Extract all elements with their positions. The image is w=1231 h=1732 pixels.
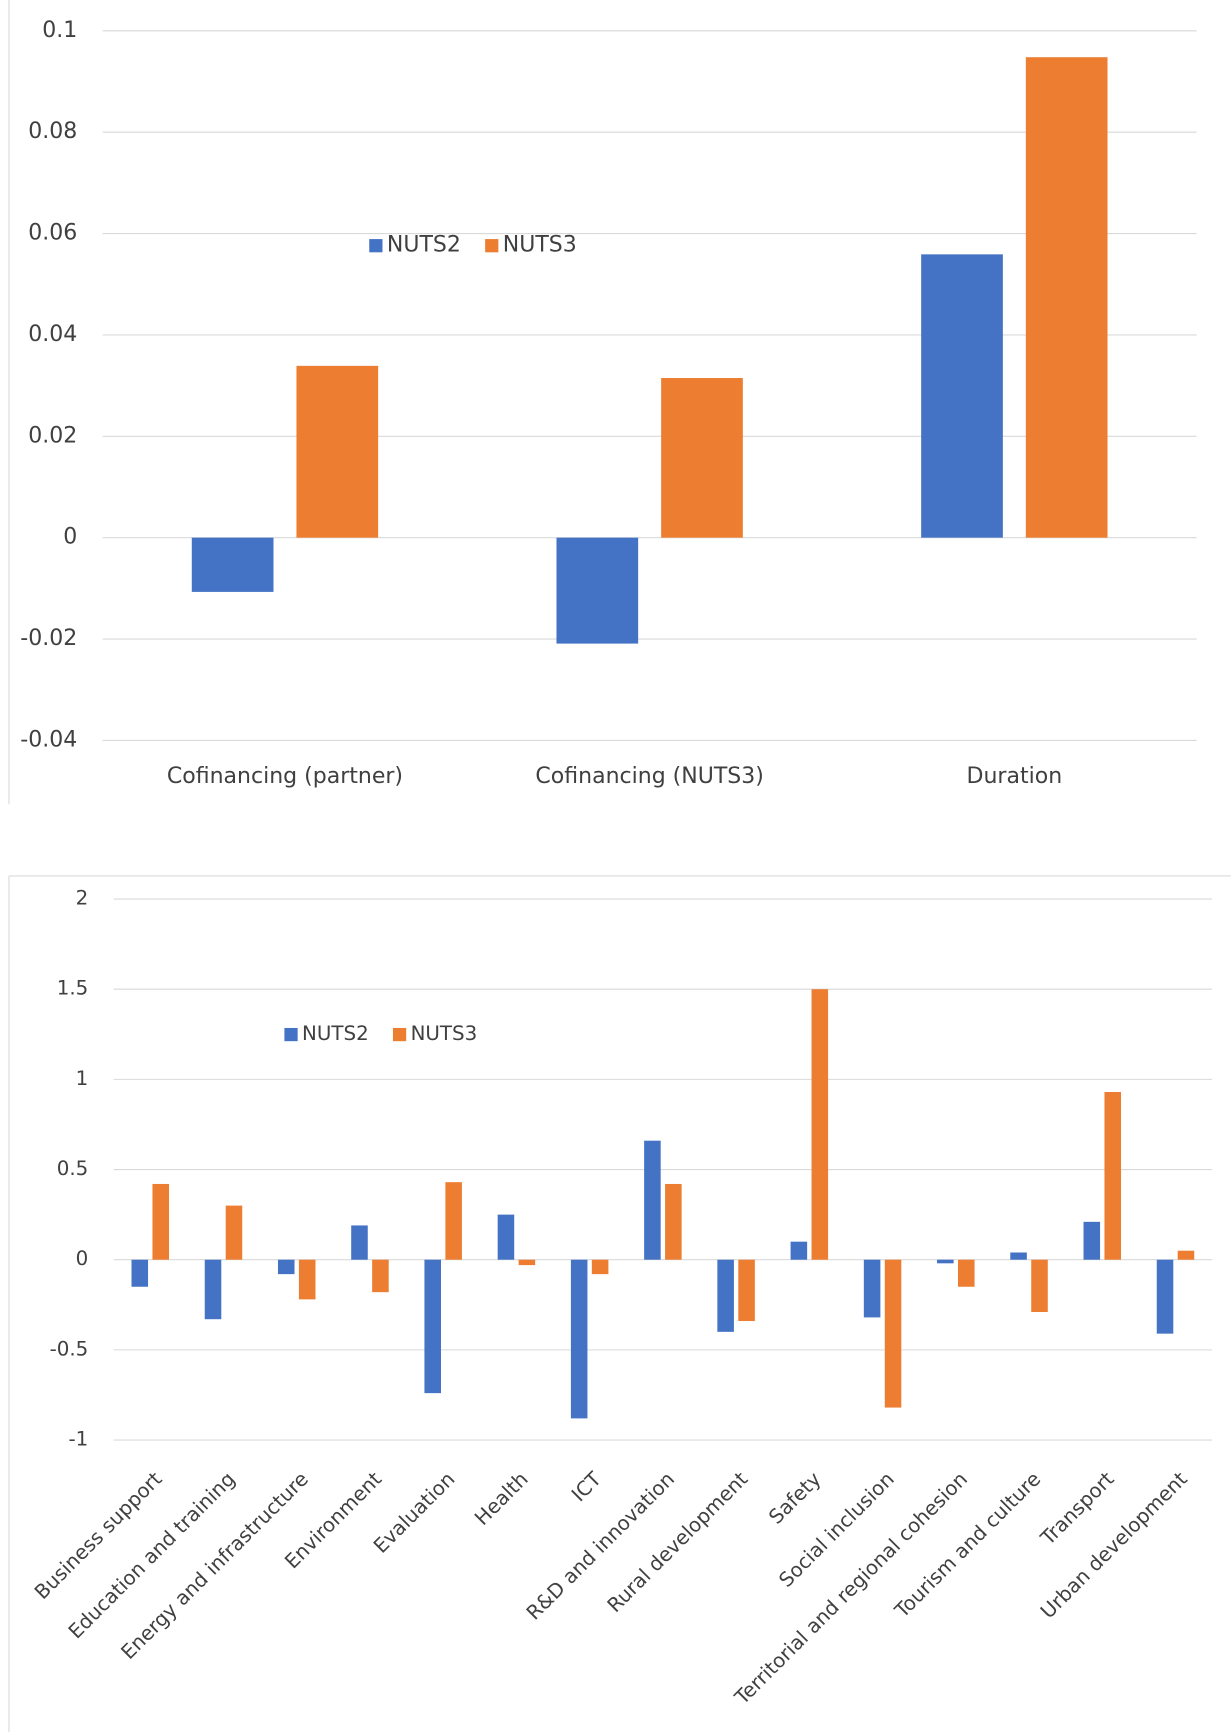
bar	[790, 1241, 808, 1260]
bar	[204, 1259, 222, 1320]
y-tick-label: 0.5	[57, 1157, 89, 1180]
x-tick-label: Safety	[764, 1467, 825, 1528]
bar	[298, 1259, 316, 1300]
x-tick-label: R&D and innovation	[522, 1468, 679, 1625]
bar	[1031, 1259, 1048, 1312]
x-tick-label: Cofinancing (partner)	[167, 764, 403, 789]
bar	[958, 1259, 975, 1287]
bar	[424, 1259, 441, 1394]
y-tick-label: 0.08	[28, 119, 77, 144]
bar	[556, 537, 639, 644]
x-tick-label: Cofinancing (NUTS3)	[535, 764, 763, 789]
x-tick-label: Rural development	[603, 1467, 753, 1617]
bar	[1177, 1250, 1195, 1260]
bar	[811, 989, 829, 1260]
y-tick-label: -0.02	[20, 626, 77, 651]
bar	[1083, 1221, 1101, 1260]
bar	[1156, 1259, 1174, 1334]
x-tick-label: Health	[470, 1468, 532, 1530]
bar	[445, 1182, 462, 1260]
bar	[372, 1259, 389, 1293]
y-tick-label: -0.04	[20, 727, 77, 752]
legend-swatch	[369, 239, 383, 253]
y-tick-label: 0.02	[28, 423, 77, 448]
bar	[665, 1183, 682, 1260]
bar	[225, 1205, 243, 1260]
legend-label: NUTS3	[503, 233, 577, 258]
y-tick-label: 2	[76, 887, 89, 910]
x-tick-label: ICT	[567, 1467, 606, 1506]
bar	[131, 1259, 149, 1287]
x-tick-label: Tourism and culture	[890, 1468, 1045, 1623]
y-tick-label: 0	[76, 1247, 89, 1270]
legend-swatch	[284, 1027, 298, 1042]
bar	[884, 1259, 902, 1408]
x-tick-label: Business support	[30, 1467, 167, 1604]
bar	[863, 1259, 881, 1318]
bar	[351, 1225, 368, 1260]
bar	[591, 1259, 609, 1275]
legend-swatch	[392, 1027, 407, 1042]
y-tick-label: 0.04	[28, 322, 77, 347]
bar	[738, 1259, 755, 1322]
bar	[1025, 57, 1108, 538]
x-tick-label: Duration	[967, 764, 1063, 789]
bar	[1104, 1092, 1122, 1260]
bar	[296, 365, 379, 538]
bar	[717, 1259, 734, 1332]
legend-label: NUTS2	[387, 233, 461, 258]
y-tick-label: 1.5	[57, 977, 89, 1000]
bar	[644, 1140, 661, 1260]
y-tick-label: 0	[63, 525, 77, 550]
bar	[1010, 1252, 1027, 1260]
y-tick-label: 0.06	[28, 221, 77, 246]
bar	[497, 1214, 515, 1260]
legend-label: NUTS3	[411, 1022, 478, 1045]
bar	[152, 1183, 170, 1260]
y-tick-label: -0.5	[50, 1337, 89, 1360]
bar	[570, 1259, 588, 1419]
x-tick-label: Urban development	[1036, 1467, 1192, 1623]
y-tick-label: -1	[69, 1428, 89, 1451]
legend-label: NUTS2	[302, 1022, 369, 1045]
bar	[191, 537, 274, 592]
bar	[277, 1259, 295, 1275]
bar	[661, 378, 743, 538]
legend-swatch	[485, 239, 499, 253]
bar	[518, 1259, 536, 1266]
bar	[937, 1259, 954, 1264]
y-tick-label: 1	[76, 1067, 89, 1090]
bar	[921, 254, 1003, 538]
y-tick-label: 0.1	[42, 18, 77, 43]
